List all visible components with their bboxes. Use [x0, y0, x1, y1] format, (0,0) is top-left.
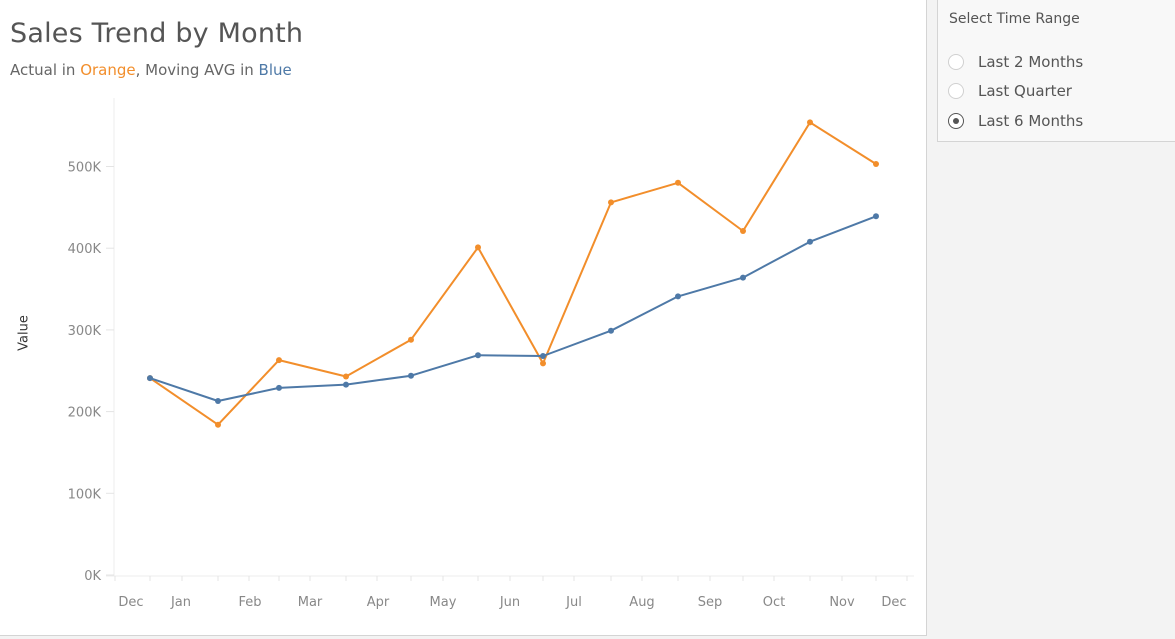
radio-checked-icon[interactable] — [948, 113, 964, 129]
moving-avg-data-point[interactable] — [540, 353, 546, 359]
actual-data-point[interactable] — [740, 228, 746, 234]
x-tick-label: May — [430, 595, 457, 610]
moving-avg-data-point[interactable] — [147, 375, 153, 382]
actual-data-point[interactable] — [675, 179, 681, 186]
chart-subtitle: Actual in Orange, Moving AVG in Blue — [10, 61, 292, 79]
actual-data-point[interactable] — [276, 357, 282, 364]
subtitle-prefix: Actual in — [10, 61, 81, 79]
actual-data-point[interactable] — [408, 336, 414, 343]
time-range-filter: Select Time Range Last 2 Months Last Qua… — [937, 0, 1175, 142]
x-tick-label: Sep — [698, 595, 723, 610]
radio-unchecked-icon[interactable] — [948, 83, 964, 99]
subtitle-orange-word: Orange — [80, 61, 136, 79]
x-tick-label: Feb — [238, 595, 261, 610]
radio-unchecked-icon[interactable] — [948, 54, 964, 70]
y-tick-label: 400K — [68, 242, 102, 257]
actual-data-point[interactable] — [540, 360, 546, 367]
radio-last-2-months[interactable]: Last 2 Months — [948, 51, 1083, 73]
y-tick-label: 300K — [68, 324, 102, 339]
line-chart-plot[interactable]: 0K 100K 200K 300K 400K 500K Dec Jan Feb Mar Apr May… — [0, 0, 926, 635]
x-tick-label: Oct — [763, 595, 785, 610]
actual-data-point[interactable] — [475, 244, 481, 251]
subtitle-middle: , Moving AVG in — [135, 61, 259, 79]
actual-data-point[interactable] — [807, 119, 813, 126]
moving-avg-data-point[interactable] — [215, 398, 221, 404]
moving-avg-data-point[interactable] — [475, 352, 481, 359]
moving-avg-data-point[interactable] — [675, 293, 681, 300]
x-tick-label: Nov — [829, 595, 855, 610]
y-tick-label: 200K — [68, 406, 102, 421]
moving-avg-data-point[interactable] — [608, 327, 614, 334]
actual-data-point[interactable] — [343, 373, 349, 380]
chart-panel: Sales Trend by Month Actual in Orange, M… — [0, 0, 927, 636]
radio-last-6-months[interactable]: Last 6 Months — [948, 110, 1083, 132]
x-tick-label: Aug — [629, 595, 654, 610]
x-tick-label: Jul — [565, 595, 582, 610]
moving-avg-data-point[interactable] — [343, 381, 349, 388]
x-tick-label: Jan — [170, 595, 191, 610]
chart-title: Sales Trend by Month — [10, 18, 304, 49]
x-tick-label: Apr — [367, 595, 390, 610]
moving-avg-series-line[interactable] — [149, 215, 877, 402]
x-tick-label: Mar — [298, 595, 323, 610]
subtitle-blue-word: Blue — [258, 61, 292, 79]
moving-avg-data-point[interactable] — [873, 213, 879, 220]
actual-series-line[interactable] — [149, 121, 877, 426]
moving-avg-data-point[interactable] — [276, 384, 282, 391]
x-tick-label: Jun — [499, 595, 520, 610]
y-tick-label: 500K — [68, 161, 102, 176]
moving-avg-data-point[interactable] — [740, 274, 746, 281]
radio-label: Last 2 Months — [978, 53, 1084, 71]
filter-title: Select Time Range — [949, 11, 1080, 27]
moving-avg-data-point[interactable] — [807, 238, 813, 245]
actual-data-point[interactable] — [873, 161, 879, 167]
radio-label: Last Quarter — [978, 82, 1072, 100]
actual-data-point[interactable] — [608, 199, 614, 206]
radio-last-quarter[interactable]: Last Quarter — [948, 80, 1072, 102]
actual-data-point[interactable] — [215, 421, 221, 428]
x-tick-label: Dec — [118, 595, 143, 610]
moving-avg-data-point[interactable] — [408, 372, 414, 379]
x-tick-label: Dec — [881, 595, 906, 610]
y-tick-label: 0K — [84, 569, 101, 584]
y-tick-label: 100K — [68, 487, 102, 502]
radio-label: Last 6 Months — [978, 112, 1084, 130]
